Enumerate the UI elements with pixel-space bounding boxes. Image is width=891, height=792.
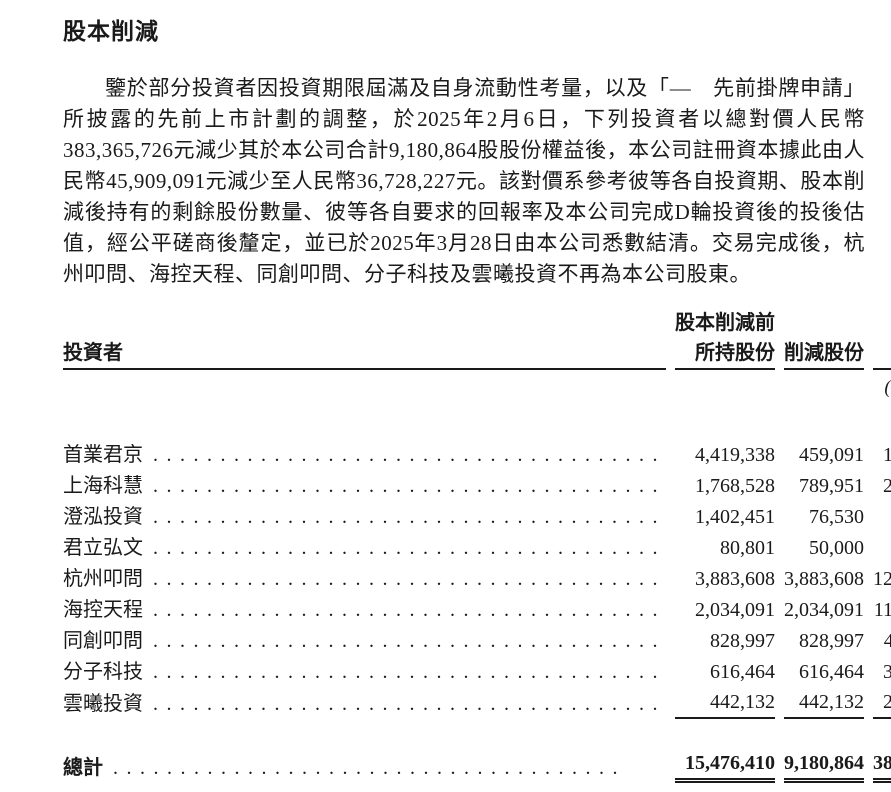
shares-reduced-value: 50,000 <box>809 537 864 559</box>
consideration-value: 34,142,164 <box>883 661 891 683</box>
investor-cell: 同創叩問 <box>63 625 666 656</box>
total-consideration: 383,365,726 <box>873 748 891 783</box>
header-consideration: 對價 <box>873 338 891 370</box>
intro-paragraph: 鑒於部分投資者因投資期限屆滿及自身流動性考量，以及「— 先前掛牌申請」所披露的先… <box>63 76 865 286</box>
consideration-value: 40,110,042 <box>883 630 891 652</box>
empty-cell <box>63 370 666 402</box>
group-header-before: 股本削減前 <box>675 312 775 334</box>
shares-before-value: 1,402,451 <box>695 506 775 528</box>
shares-reduced-value: 76,530 <box>809 506 864 528</box>
investor-name: 同創叩問 <box>63 630 143 652</box>
investor-name: 君立弘文 <box>63 537 143 559</box>
dot-leader <box>153 689 666 719</box>
total-label-cell: 總計 <box>63 748 666 783</box>
investor-cell: 分子科技 <box>63 656 666 687</box>
empty-cell <box>675 370 775 402</box>
shares-reduced-value: 442,132 <box>784 687 864 719</box>
dot-leader <box>153 533 666 563</box>
dot-leader <box>153 471 666 501</box>
dot-leader <box>153 502 666 532</box>
investor-name: 雲曦投資 <box>63 693 143 715</box>
shares-reduced-value: 789,951 <box>799 475 864 497</box>
table-row: 君立弘文 80,801 50,000 2,405,707 30,801 <box>63 532 891 563</box>
header-shares-before: 所持股份 <box>675 338 775 370</box>
shares-before-value: 4,419,338 <box>695 444 775 466</box>
empty-cell <box>63 308 666 338</box>
dot-leader <box>153 626 666 656</box>
empty-cell <box>784 308 864 338</box>
table-group-header-row: 股本削減前 股本削減後 <box>63 308 891 338</box>
total-label: 總計 <box>63 757 103 779</box>
table-row: 分子科技 616,464 616,464 34,142,164 — <box>63 656 891 687</box>
dot-leader <box>153 564 666 594</box>
shares-reduced-value: 3,883,608 <box>784 568 864 590</box>
total-shares-before: 15,476,410 <box>675 748 775 783</box>
shares-before-value: 1,768,528 <box>695 475 775 497</box>
table-header-row: 投資者 所持股份 削減股份 對價 所持股份 <box>63 338 891 370</box>
dot-leader <box>153 595 666 625</box>
shares-reduced-value: 828,997 <box>799 630 864 652</box>
shares-reduced-value: 459,091 <box>799 444 864 466</box>
table-row: 海控天程 2,034,091 2,034,091 115,881,926 — <box>63 594 891 625</box>
shares-before-value: 2,034,091 <box>695 599 775 621</box>
table-row: 上海科慧 1,768,528 789,951 24,226,604 978,57… <box>63 470 891 501</box>
page-title: 股本削減 <box>63 19 159 44</box>
header-shares-reduced: 削減股份 <box>784 338 864 370</box>
dot-leader <box>113 753 666 783</box>
table-row: 雲曦投資 442,132 442,132 21,325,382 — <box>63 687 891 719</box>
investor-name: 澄泓投資 <box>63 506 143 528</box>
total-shares-reduced: 9,180,864 <box>784 748 864 783</box>
investor-cell: 雲曦投資 <box>63 687 666 719</box>
investor-cell: 首業君京 <box>63 439 666 470</box>
empty-cell <box>873 308 891 338</box>
capital-reduction-table: 股本削減前 股本削減後 投資者 所持股份 削減股份 對價 所持股份 (人民幣元)… <box>54 308 891 783</box>
investor-cell: 海控天程 <box>63 594 666 625</box>
investor-cell: 君立弘文 <box>63 532 666 563</box>
table-row: 同創叩問 828,997 828,997 40,110,042 — <box>63 625 891 656</box>
investor-name: 杭州叩問 <box>63 568 143 590</box>
header-investor: 投資者 <box>63 338 666 370</box>
investor-cell: 上海科慧 <box>63 470 666 501</box>
table-row: 杭州叩問 3,883,608 3,883,608 127,773,901 — <box>63 563 891 594</box>
table-total-row: 總計 15,476,410 9,180,864 383,365,726 6,29… <box>63 748 891 783</box>
spacer-row <box>63 402 891 439</box>
shares-reduced-value: 616,464 <box>799 661 864 683</box>
table-row: 澄泓投資 1,402,451 76,530 2,500,000 1,325,92… <box>63 501 891 532</box>
consideration-value: 21,325,382 <box>873 687 891 719</box>
table-row: 首業君京 4,419,338 459,091 15,000,000 3,960,… <box>63 439 891 470</box>
consideration-value: 15,000,000 <box>883 444 891 466</box>
shares-reduced-value: 2,034,091 <box>784 599 864 621</box>
investor-cell: 杭州叩問 <box>63 563 666 594</box>
consideration-value: 127,773,901 <box>873 568 891 590</box>
spacer-row <box>63 719 891 748</box>
investor-cell: 澄泓投資 <box>63 501 666 532</box>
consideration-value: 115,881,926 <box>873 599 891 621</box>
investor-name: 分子科技 <box>63 661 143 683</box>
investor-name: 上海科慧 <box>63 475 143 497</box>
dot-leader <box>153 657 666 687</box>
document-page: 股本削減 鑒於部分投資者因投資期限屆滿及自身流動性考量，以及「— 先前掛牌申請」… <box>0 12 891 792</box>
consideration-value: 24,226,604 <box>883 475 891 497</box>
shares-before-value: 616,464 <box>710 661 775 683</box>
currency-note-row: (人民幣元) <box>63 370 891 402</box>
empty-cell <box>784 370 864 402</box>
dot-leader <box>153 440 666 470</box>
shares-before-value: 80,801 <box>720 537 775 559</box>
shares-before-value: 828,997 <box>710 630 775 652</box>
consideration-value: 2,405,707 <box>873 532 891 563</box>
shares-before-value: 442,132 <box>675 687 775 719</box>
consideration-value: 2,500,000 <box>873 501 891 532</box>
investor-name: 海控天程 <box>63 599 143 621</box>
investor-name: 首業君京 <box>63 444 143 466</box>
shares-before-value: 3,883,608 <box>695 568 775 590</box>
currency-note: (人民幣元) <box>884 377 891 398</box>
